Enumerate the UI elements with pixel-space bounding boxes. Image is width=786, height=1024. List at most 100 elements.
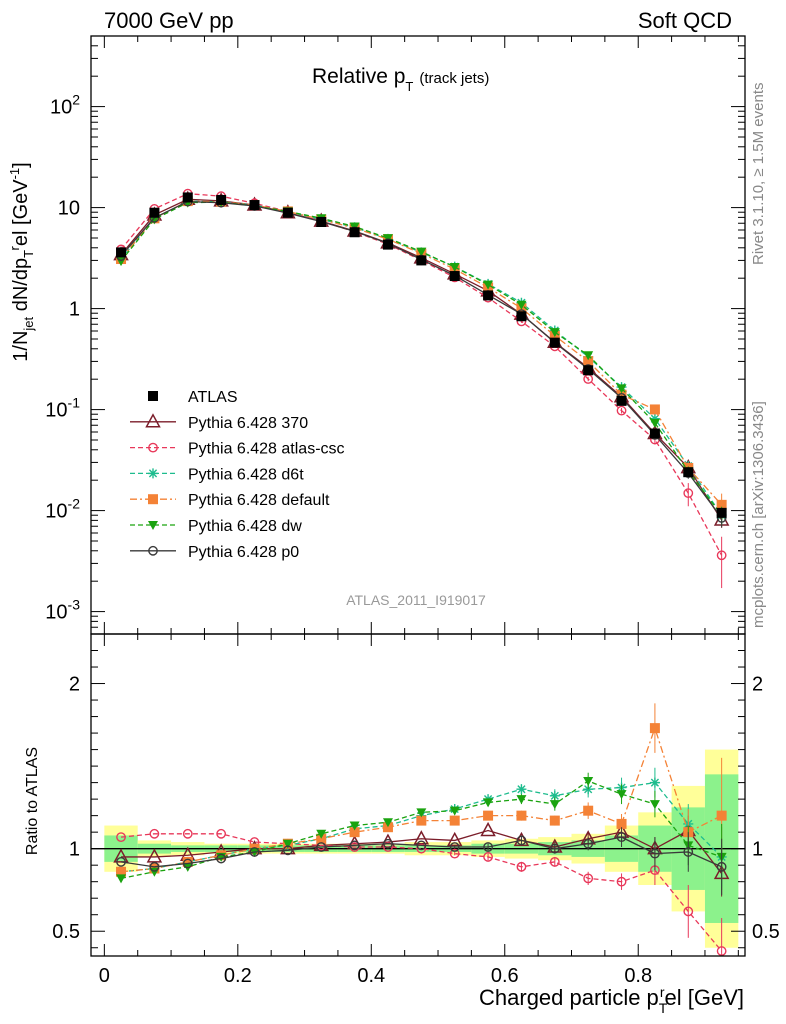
data-point (649, 428, 660, 439)
ratio-point (483, 852, 493, 862)
series-point (583, 351, 594, 361)
ratio-point (383, 842, 393, 852)
header-left: 7000 GeV pp (104, 8, 234, 33)
series-point (616, 405, 627, 416)
ratio-point (583, 873, 594, 884)
legend-marker (148, 468, 158, 479)
series-point (716, 499, 727, 510)
series-line-3 (120, 200, 723, 506)
axes-ticks: 0 0.2 0.4 0.6 0.8 10-3 10-2 10-1 1 10 102 0.5 0.5 1 1 2… (45, 35, 780, 987)
ratio-point (349, 840, 360, 851)
header-right: Soft QCD (638, 8, 732, 33)
series-point (483, 280, 494, 290)
ratio-point (716, 810, 727, 821)
ratio-point (416, 815, 427, 826)
ratio-point (480, 821, 496, 837)
ratio-point (116, 832, 126, 843)
plot-title: Relative pT (track jets) (312, 65, 489, 94)
data-point (282, 207, 293, 218)
ratio-point (716, 946, 727, 956)
ratio-point (149, 828, 160, 839)
data-point (382, 239, 393, 250)
y-axis-title-ratio: Ratio to ATLAS (24, 747, 41, 855)
ratio-point (413, 830, 430, 845)
data-point (149, 207, 160, 218)
ratio-point (616, 832, 627, 843)
plot-title-sub: T (405, 79, 413, 94)
data-point (683, 467, 694, 478)
ratio-point (149, 861, 160, 872)
y-tick-label: 102 (50, 92, 80, 119)
ratio-point (583, 838, 594, 849)
ratio-point (282, 845, 293, 856)
data-point (349, 227, 360, 238)
data-point (483, 290, 494, 301)
ratio-point (649, 723, 660, 734)
ratio-point (683, 847, 694, 857)
series-point (549, 328, 560, 338)
x-tick-label: 0 (99, 965, 110, 987)
svg-text:1/Njet dN/dpTrel [GeV-1]: 1/Njet dN/dpTrel [GeV-1] (7, 162, 36, 361)
ratio-point (616, 818, 627, 829)
ratio-point (483, 798, 494, 808)
series-point (616, 389, 627, 400)
ratio-point (216, 853, 227, 864)
ratio-point (416, 840, 427, 851)
legend-label: ATLAS (188, 389, 238, 406)
ratio-tick-label-left: 2 (69, 674, 80, 696)
ratio-point (449, 848, 460, 859)
ratio-point (146, 848, 163, 863)
data-point (182, 192, 193, 203)
ratio-point (649, 777, 660, 788)
ratio-plot-frame (90, 633, 746, 957)
rivet-label: Rivet 3.1.10, ≥ 1.5M events (750, 83, 767, 266)
ratio-point (182, 828, 193, 839)
series-point (716, 550, 727, 561)
ratio-point (549, 856, 560, 867)
ratio-point (349, 827, 360, 838)
series-point (516, 300, 527, 310)
ratio-point (382, 818, 393, 828)
analysis-id: ATLAS_2011_I919017 (346, 592, 486, 608)
series-point (649, 404, 660, 415)
ratio-point (716, 861, 727, 872)
ratio-point (416, 843, 427, 854)
ratio-point (650, 848, 660, 859)
ratio-point (282, 839, 293, 849)
ratio-point (216, 828, 227, 839)
ratio-point (483, 810, 494, 821)
series-point (649, 419, 660, 429)
ratio-point (616, 876, 627, 887)
ratio-point (683, 906, 694, 917)
ratio-tick-label-left: 0.5 (52, 921, 80, 943)
ratio-point (349, 821, 360, 831)
legend-label: Pythia 6.428 dw (188, 518, 302, 535)
data-point (549, 337, 560, 348)
series-point (416, 247, 427, 257)
legend-label: Pythia 6.428 370 (188, 415, 308, 432)
x-axis-title: Charged particle pTrel [GeV] (479, 984, 744, 1016)
legend-marker (148, 521, 158, 530)
plot-title-main: Relative p (312, 65, 405, 88)
series-point (649, 413, 660, 424)
y-tick-label: 10-3 (45, 597, 80, 624)
ratio-point (483, 842, 493, 852)
plot-title-paren: (track jets) (419, 70, 489, 87)
ratio-point (316, 842, 327, 852)
ratio-point (516, 795, 527, 805)
series-point (616, 384, 627, 394)
ratio-tick-label-right: 1 (752, 839, 763, 861)
legend-marker (148, 391, 158, 401)
series-point (583, 356, 594, 367)
ratio-point (116, 866, 127, 877)
ratio-point (116, 856, 126, 867)
ratio-point (516, 835, 527, 846)
main-plot-series (113, 188, 730, 589)
legend-marker (148, 545, 158, 556)
legend-label: Pythia 6.428 d6t (188, 466, 304, 483)
ratio-plot-series (113, 703, 730, 956)
data-point (316, 217, 327, 228)
data-point (616, 395, 627, 406)
ratio-point (249, 847, 260, 857)
